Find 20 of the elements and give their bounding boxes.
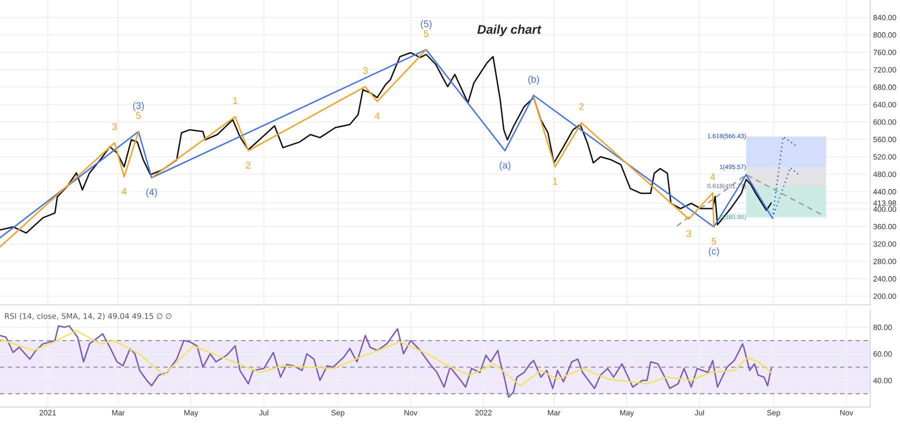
annotation: 4 — [710, 173, 716, 180]
annotation: 1 — [233, 97, 238, 104]
annotation: 4 — [374, 112, 380, 120]
annotation: 2 — [246, 162, 251, 168]
annotation: 5 — [712, 238, 716, 245]
annotation: (c) — [708, 247, 719, 256]
annotation: (a) — [500, 161, 510, 170]
annotation: 2 — [579, 103, 584, 110]
annotation: 4 — [122, 188, 127, 195]
text: Daily chart — [477, 24, 542, 36]
annotation: 5 — [424, 30, 428, 37]
annotation: 3 — [112, 123, 117, 130]
annotation: 1 — [553, 178, 558, 185]
annotation: 3 — [686, 230, 692, 237]
annotation: (3) — [133, 102, 144, 112]
annotation: 3 — [362, 67, 368, 74]
annotation: (4) — [146, 188, 157, 198]
annotation: (b) — [528, 76, 539, 85]
annotation: (5) — [420, 20, 432, 30]
annotation: 5 — [136, 112, 141, 119]
